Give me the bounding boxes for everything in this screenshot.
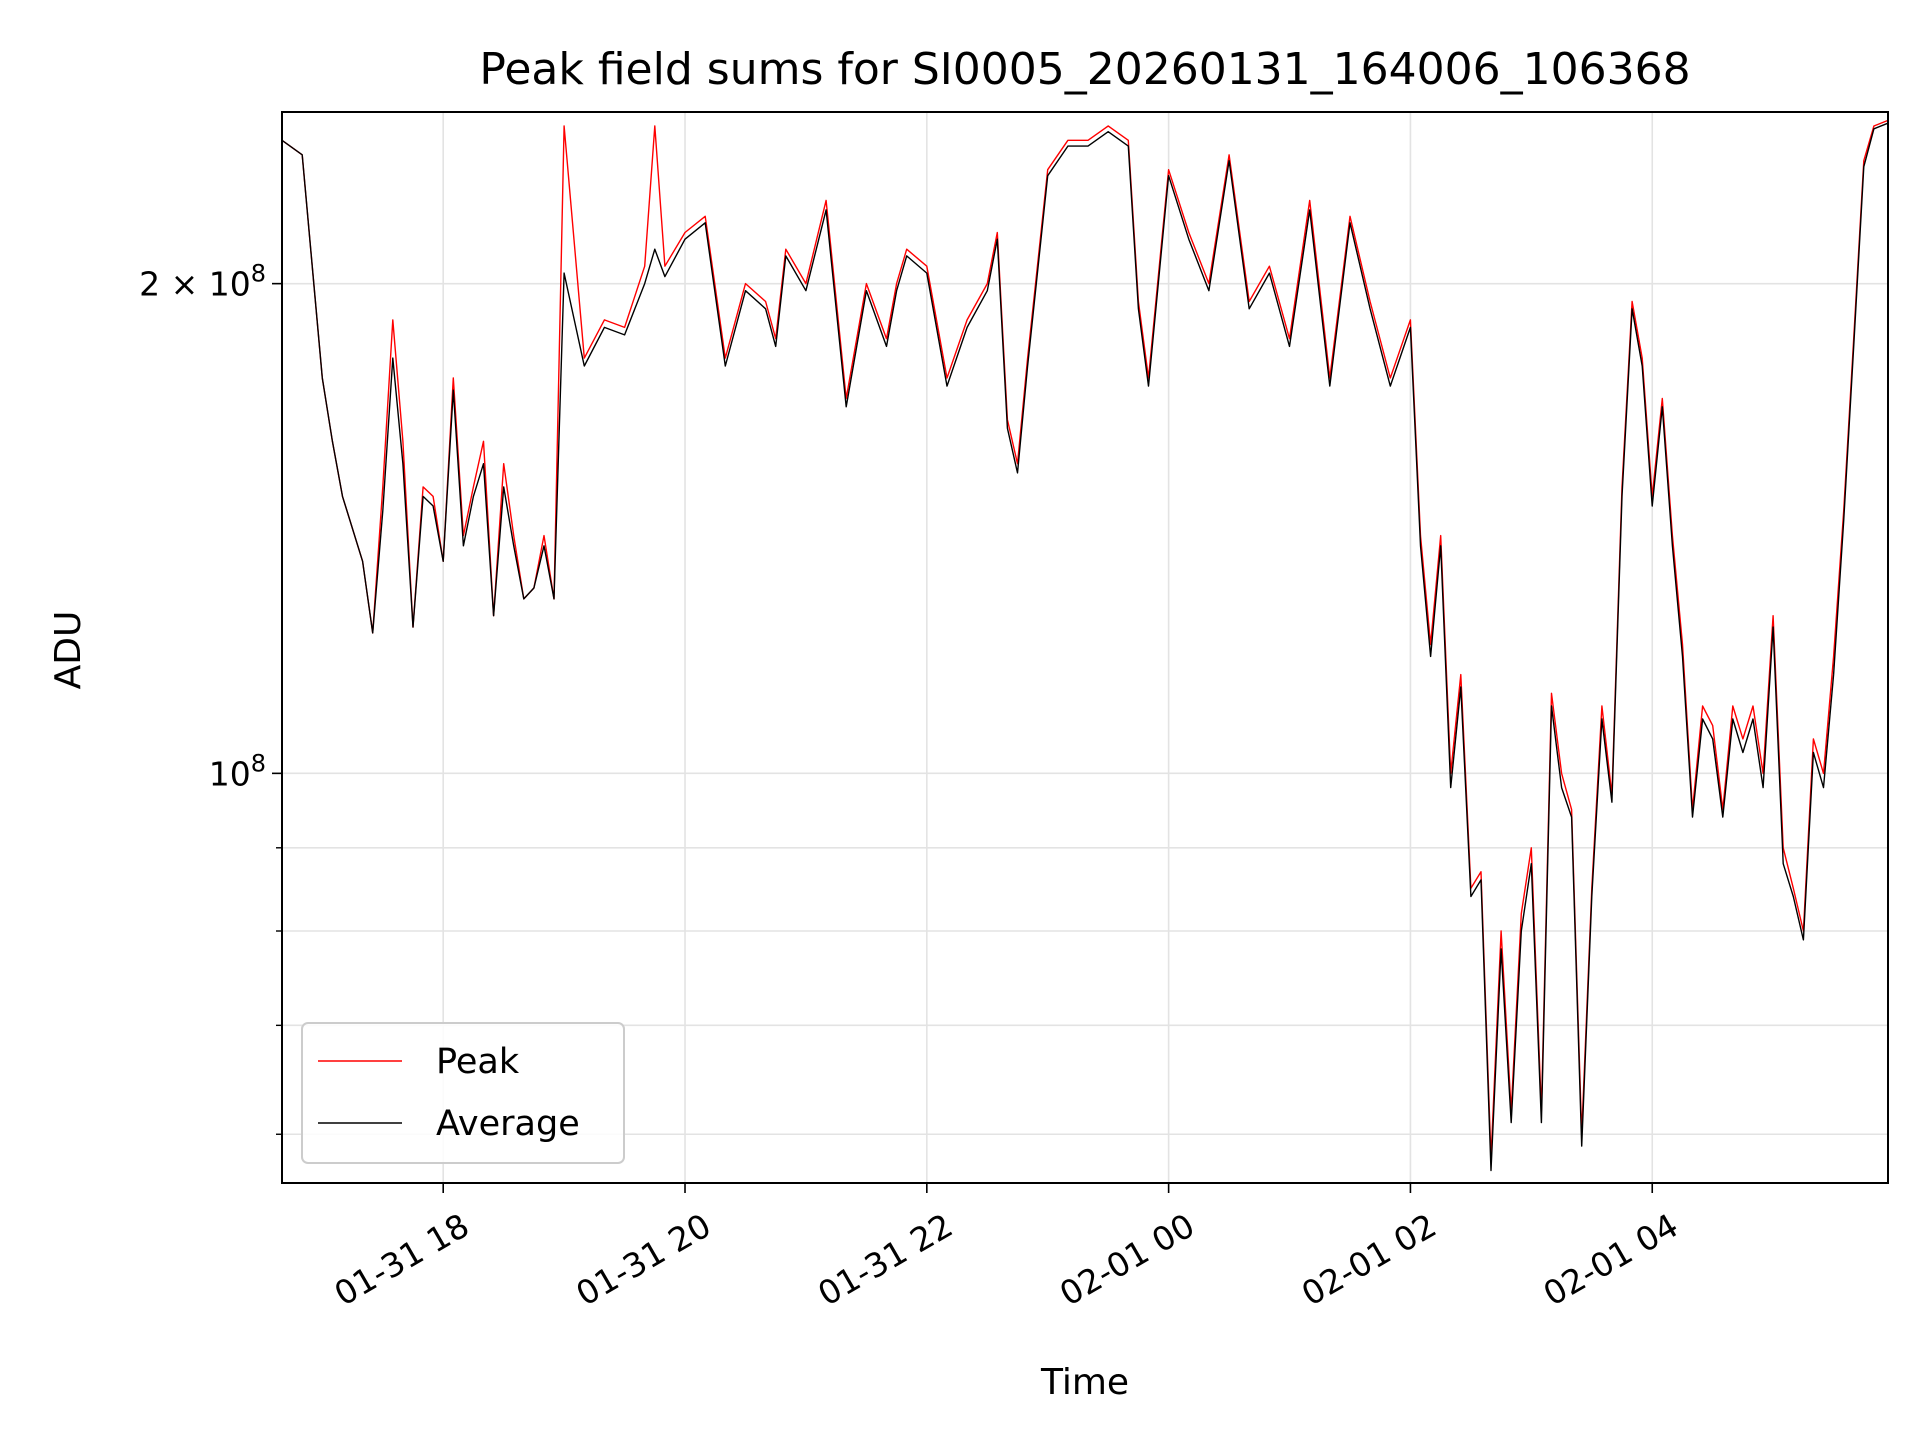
x-axis-label: Time	[1040, 1362, 1129, 1403]
y-axis-label: ADU	[48, 611, 89, 690]
y-tick-label-base: 2 × 10	[139, 265, 251, 304]
series-line-average	[281, 122, 1889, 1172]
legend-frame	[301, 1022, 625, 1164]
plot-frame	[281, 111, 1889, 1184]
legend-label-average: Average	[436, 1104, 580, 1144]
series-layer	[281, 119, 1889, 1172]
y-tick-label-base: 10	[209, 754, 251, 793]
y-tick-label: 108	[209, 749, 266, 793]
legend: Peak Average	[301, 1022, 625, 1164]
y-tick-label-exponent: 8	[251, 260, 266, 288]
chart-title: Peak field sums for SI0005_20260131_1640…	[479, 44, 1690, 95]
y-tick-label-exponent: 8	[251, 749, 266, 777]
series-line-peak	[281, 119, 1889, 1159]
y-tick-label: 2 × 108	[139, 260, 266, 304]
legend-label-peak: Peak	[436, 1042, 520, 1082]
